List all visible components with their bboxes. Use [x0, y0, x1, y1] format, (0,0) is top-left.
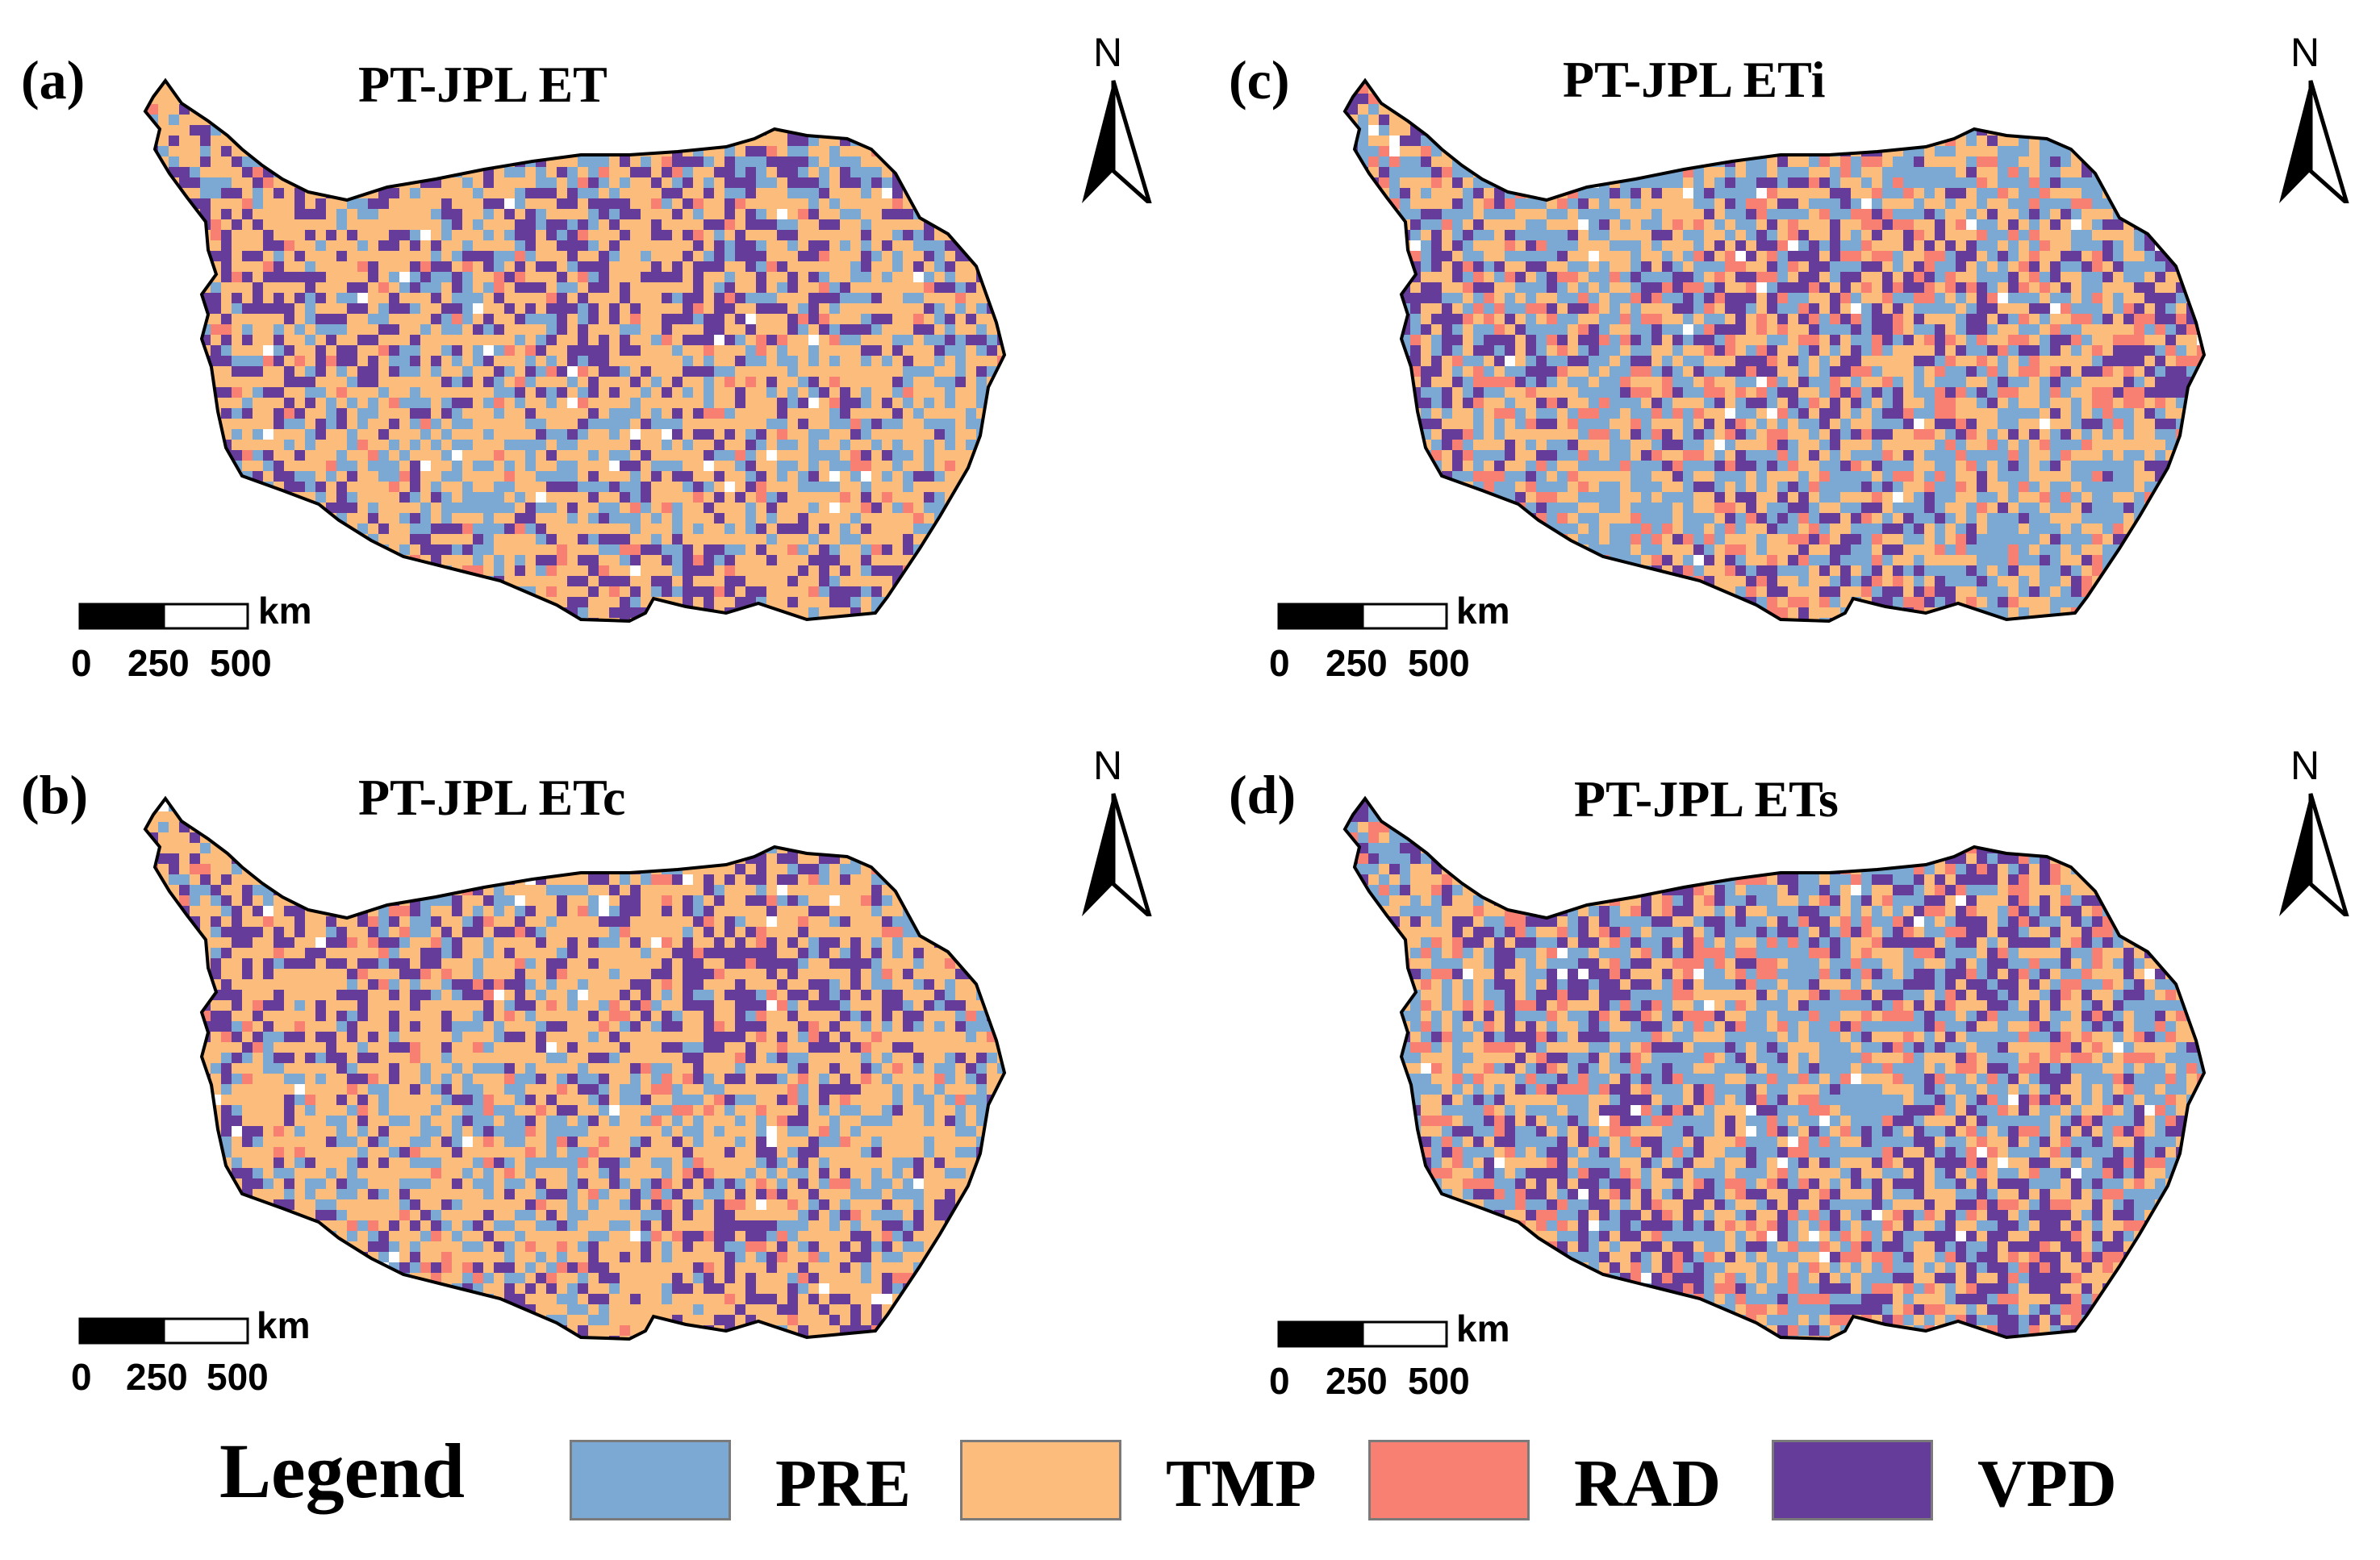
raster-cells — [145, 799, 1004, 1339]
scale-bar — [1277, 1320, 1448, 1348]
panel-label: (c) — [1229, 49, 1290, 111]
legend-label: TMP — [1166, 1446, 1317, 1521]
panel-label: (b) — [21, 764, 89, 825]
scale-unit: km — [257, 1304, 311, 1346]
map-panel-c: (c) PT-JPL ETi N km 0 250 500 — [1200, 0, 2380, 710]
legend-swatch — [1368, 1440, 1530, 1520]
map-d — [1342, 795, 2207, 1341]
scale-tick-0: 0 — [71, 642, 92, 684]
panel-title: PT-JPL ETi — [1563, 51, 1826, 108]
scale-tick-0: 0 — [1269, 642, 1290, 684]
north-label: N — [1093, 30, 1123, 75]
scale-bar — [78, 1317, 249, 1345]
scale-bar — [78, 603, 249, 630]
legend-label: VPD — [1977, 1446, 2117, 1521]
map-a — [143, 77, 1007, 624]
raster-cells — [1345, 81, 2204, 621]
scale-unit: km — [1456, 590, 1510, 632]
legend-swatch — [1772, 1440, 1933, 1520]
legend-swatch — [570, 1440, 731, 1520]
region-boundary — [143, 795, 1007, 1341]
scale-unit: km — [1456, 1308, 1510, 1349]
scale-tick-250: 250 — [1326, 642, 1388, 684]
scale-tick-500: 500 — [1408, 1360, 1470, 1402]
scale-tick-500: 500 — [1408, 642, 1470, 684]
north-label: N — [1093, 743, 1123, 788]
north-label: N — [2290, 30, 2320, 75]
scale-tick-0: 0 — [1269, 1360, 1290, 1402]
raster-cells — [1345, 799, 2204, 1339]
scale-tick-250: 250 — [127, 642, 190, 684]
map-panel-b: (b) PT-JPL ETc N km 0 250 500 — [0, 718, 1190, 1428]
legend-title: Legend — [219, 1428, 466, 1514]
region-boundary — [1342, 795, 2207, 1341]
scale-tick-250: 250 — [126, 1356, 188, 1398]
panel-label: (d) — [1229, 764, 1296, 825]
panel-title: PT-JPL ETs — [1574, 770, 1839, 828]
map-panel-d: (d) PT-JPL ETs N km 0 250 500 — [1200, 718, 2380, 1428]
scale-bar — [1277, 603, 1448, 630]
raster-cells — [145, 81, 1004, 621]
north-arrow-icon — [2279, 793, 2349, 916]
map-panel-a: (a) PT-JPL ET N km 0 250 500 — [0, 0, 1190, 710]
north-arrow-icon — [1082, 80, 1152, 203]
legend-label: RAD — [1574, 1446, 1721, 1521]
panel-title: PT-JPL ETc — [358, 769, 626, 826]
scale-tick-250: 250 — [1326, 1360, 1388, 1402]
legend-swatch — [960, 1440, 1121, 1520]
panel-title: PT-JPL ET — [358, 56, 608, 113]
scale-tick-500: 500 — [210, 642, 272, 684]
legend-label: PRE — [775, 1446, 911, 1521]
scale-tick-500: 500 — [207, 1356, 269, 1398]
panel-label: (a) — [21, 49, 86, 111]
north-arrow-icon — [2279, 80, 2349, 203]
region-boundary — [143, 77, 1007, 624]
north-label: N — [2290, 743, 2320, 788]
region-boundary — [1342, 77, 2207, 624]
map-b — [143, 795, 1007, 1341]
scale-unit: km — [258, 590, 312, 632]
scale-tick-0: 0 — [71, 1356, 92, 1398]
north-arrow-icon — [1082, 793, 1152, 916]
